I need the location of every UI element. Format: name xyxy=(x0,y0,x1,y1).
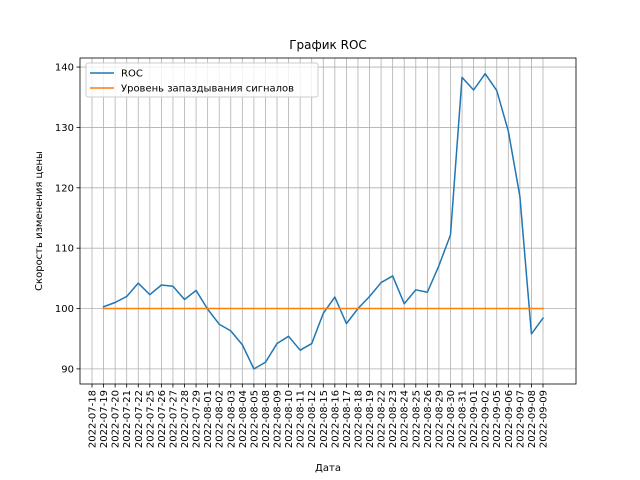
y-axis-label: Скорость изменения цены xyxy=(34,151,45,291)
x-tick-label: 2022-08-04 xyxy=(238,390,249,448)
legend-label-roc: ROC xyxy=(121,69,143,80)
x-tick-label: 2022-08-25 xyxy=(411,390,422,448)
x-tick-label: 2022-07-26 xyxy=(157,390,168,448)
x-tick-label: 2022-08-23 xyxy=(388,390,399,448)
x-tick-label: 2022-08-15 xyxy=(319,390,330,448)
x-tick-label: 2022-09-02 xyxy=(481,390,492,448)
y-tick-label: 120 xyxy=(55,183,74,194)
x-tick-label: 2022-07-22 xyxy=(134,390,145,448)
x-tick-label: 2022-09-09 xyxy=(538,390,549,448)
x-axis-label: Дата xyxy=(315,463,341,474)
x-tick-label: 2022-07-19 xyxy=(99,390,110,448)
x-tick-label: 2022-08-30 xyxy=(446,390,457,448)
y-tick-label: 90 xyxy=(61,364,74,375)
x-tick-label: 2022-08-24 xyxy=(400,390,411,448)
x-tick-label: 2022-08-11 xyxy=(296,390,307,448)
y-tick-label: 110 xyxy=(55,244,74,255)
grid xyxy=(80,58,576,384)
x-tick-label: 2022-08-29 xyxy=(434,390,445,448)
x-tick-label: 2022-09-08 xyxy=(527,390,538,448)
y-axis: 90 100 110 120 130 140 xyxy=(55,63,80,375)
x-tick-label: 2022-09-07 xyxy=(515,390,526,448)
x-tick-label: 2022-07-28 xyxy=(180,390,191,448)
x-tick-label: 2022-08-31 xyxy=(458,390,469,448)
chart-title: График ROC xyxy=(289,38,367,52)
legend: ROC Уровень запаздывания сигналов xyxy=(85,62,319,98)
plot-area xyxy=(80,58,576,384)
x-tick-label: 2022-07-29 xyxy=(192,390,203,448)
x-tick-label: 2022-08-12 xyxy=(307,390,318,448)
x-tick-label: 2022-08-08 xyxy=(261,390,272,448)
x-tick-label: 2022-08-05 xyxy=(249,390,260,448)
x-tick-label: 2022-09-05 xyxy=(492,390,503,448)
legend-box xyxy=(85,62,319,98)
legend-label-signal-lag: Уровень запаздывания сигналов xyxy=(121,84,294,95)
plot-frame xyxy=(79,57,577,385)
x-tick-label: 2022-08-02 xyxy=(215,390,226,448)
y-tick-label: 140 xyxy=(55,63,74,74)
x-tick-label: 2022-08-17 xyxy=(342,390,353,448)
x-tick-label: 2022-08-18 xyxy=(353,390,364,448)
x-tick-label: 2022-07-20 xyxy=(111,390,122,448)
x-axis: 2022-07-18 2022-07-19 2022-07-20 2022-07-21… xyxy=(88,384,549,448)
x-tick-label: 2022-07-21 xyxy=(122,390,133,448)
x-tick-label: 2022-08-03 xyxy=(226,390,237,448)
x-tick-label: 2022-09-01 xyxy=(469,390,480,448)
y-tick-label: 130 xyxy=(55,123,74,134)
roc-series-line xyxy=(102,72,545,370)
y-tick-label: 100 xyxy=(55,304,74,315)
x-tick-label: 2022-08-16 xyxy=(330,390,341,448)
x-tick-label: 2022-07-25 xyxy=(145,390,156,448)
x-tick-label: 2022-09-06 xyxy=(504,390,515,448)
series-group xyxy=(102,72,545,370)
x-tick-label: 2022-08-19 xyxy=(365,390,376,448)
x-tick-label: 2022-07-18 xyxy=(88,390,99,448)
x-tick-label: 2022-08-26 xyxy=(423,390,434,448)
x-tick-label: 2022-08-01 xyxy=(203,390,214,448)
x-tick-label: 2022-07-27 xyxy=(168,390,179,448)
x-tick-label: 2022-08-10 xyxy=(284,390,295,448)
x-tick-label: 2022-08-09 xyxy=(273,390,284,448)
x-tick-label: 2022-08-22 xyxy=(377,390,388,448)
